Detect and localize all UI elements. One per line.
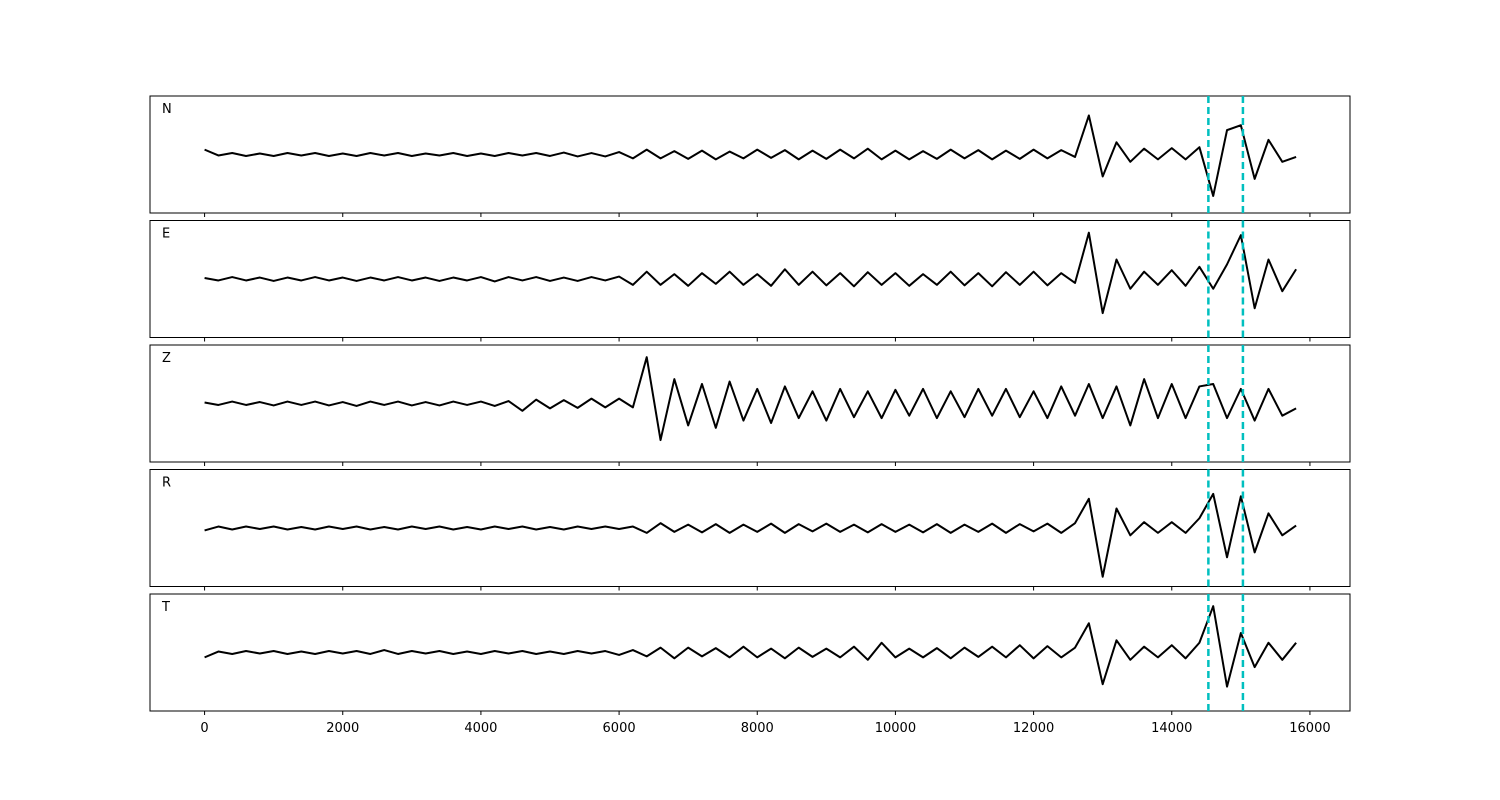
panel-frame [149,469,1351,587]
panel-frame [149,593,1351,712]
waveform [204,605,1297,688]
x-tick-label: 0 [200,721,208,736]
panel-label: R [162,476,171,491]
panel-label: E [162,227,170,242]
x-tick-label: 4000 [464,721,497,736]
waveform [204,492,1297,578]
panel-frame [149,344,1351,463]
x-tick-label: 10000 [875,721,916,736]
x-tick-label: 12000 [1013,721,1054,736]
x-tick-label: 16000 [1289,721,1330,736]
panel-label: Z [162,351,171,366]
panel-frame [149,220,1351,338]
waveform [204,231,1297,315]
waveform [204,114,1297,197]
waveform [204,356,1297,442]
panel-label: T [161,600,170,615]
panel-label: N [162,102,172,117]
panel-frame [149,95,1351,214]
x-tick-label: 2000 [326,721,359,736]
x-tick-label: 6000 [603,721,636,736]
x-tick-label: 14000 [1151,721,1192,736]
x-tick-label: 8000 [741,721,774,736]
